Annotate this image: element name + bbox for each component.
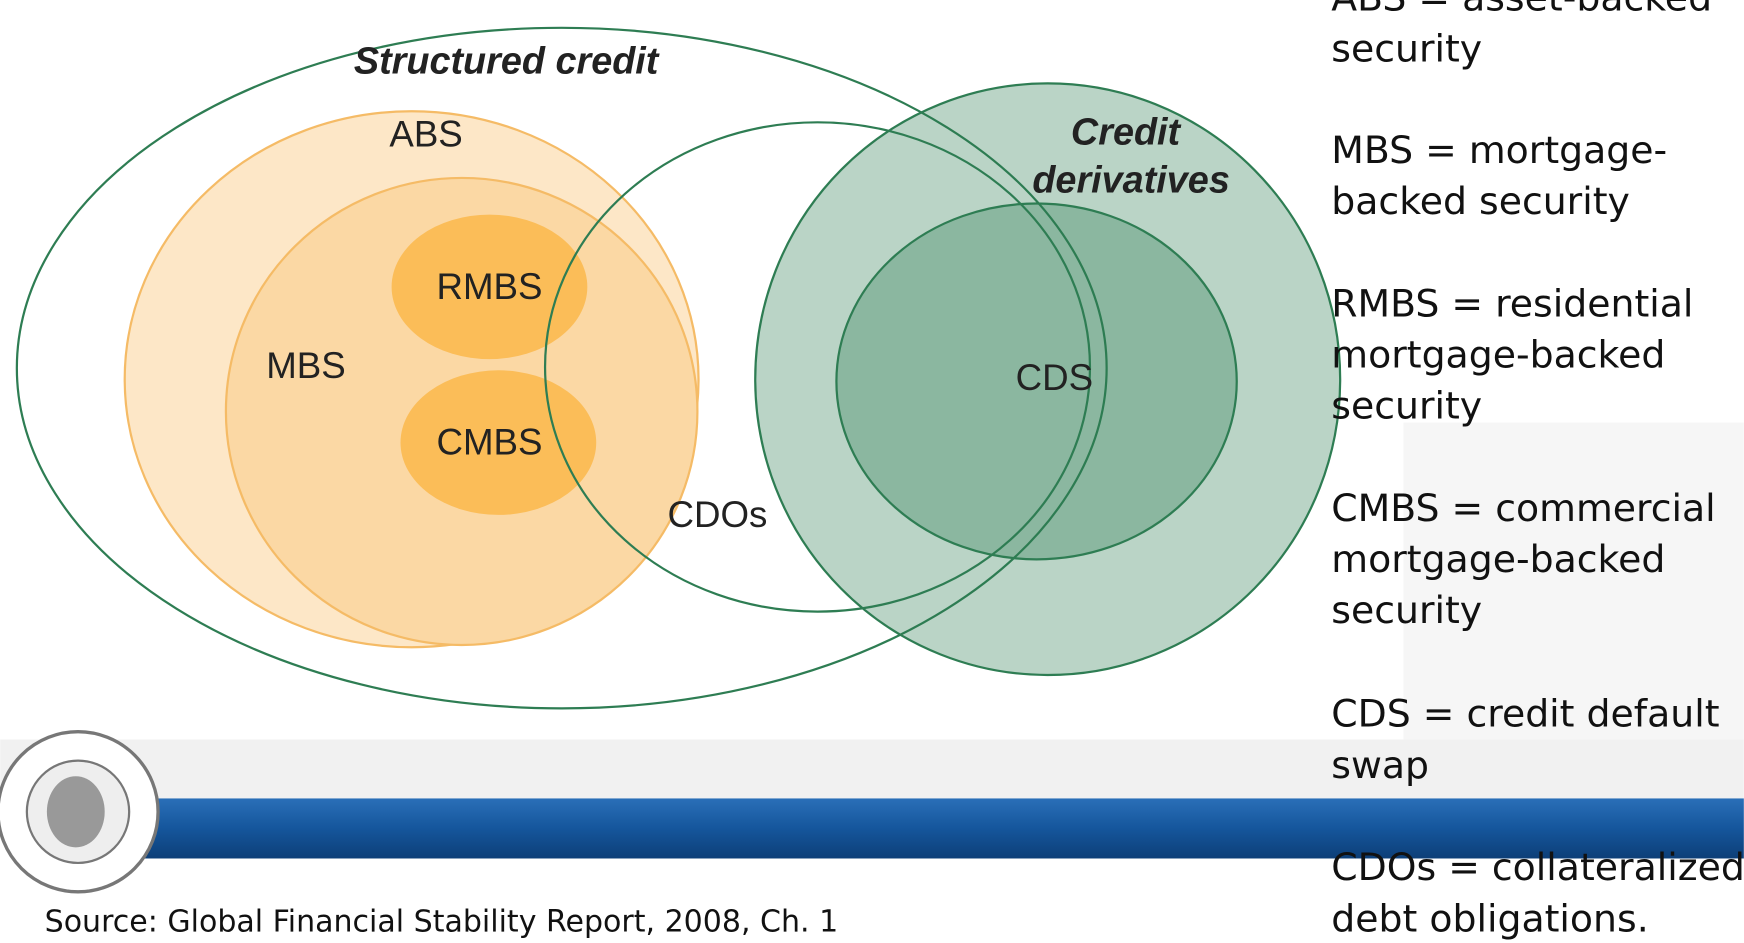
credit-derivatives-ellipse	[754, 82, 1342, 677]
structured-credit-ellipse	[15, 26, 1108, 710]
node-label: ABS	[389, 113, 462, 154]
cmbs-ellipse	[400, 370, 597, 515]
definition-line: RMBS = residential	[1331, 281, 1693, 325]
node-label: derivatives	[1032, 159, 1230, 201]
definitions: ABS = asset-backed security MBS = mortgage…	[1331, 0, 1744, 940]
node-label: CMBS	[436, 421, 542, 462]
logo	[0, 730, 160, 894]
definition-line: CMBS = commercial	[1331, 486, 1715, 530]
definition-line: debt obligations.	[1331, 896, 1648, 940]
side-shade	[1403, 422, 1744, 740]
footer-bar	[144, 798, 1744, 859]
title: Structured credit	[354, 40, 660, 82]
node-label: MBS	[266, 345, 346, 386]
node-label: RMBS	[436, 266, 542, 307]
footer-band	[0, 739, 1744, 799]
source: Source: Global Financial Stability Repor…	[45, 904, 839, 939]
definition-line: mortgage-backed	[1331, 537, 1665, 581]
definition-line: security	[1331, 27, 1482, 71]
node-label: CDS	[1016, 357, 1093, 398]
definition-line: swap	[1331, 743, 1429, 787]
rmbs-ellipse	[391, 214, 588, 360]
definition-line: security	[1331, 588, 1482, 632]
definition-line: ABS = asset-backed	[1331, 0, 1712, 20]
definition-line: security	[1331, 384, 1482, 428]
cdos-ellipse	[543, 121, 1092, 613]
node-label: Credit	[1071, 112, 1182, 154]
definition-line: CDS = credit default	[1331, 692, 1719, 736]
definition-line: backed security	[1331, 179, 1630, 223]
definition-line: CDOs = collateralized	[1331, 845, 1744, 889]
cds-ellipse	[835, 202, 1238, 561]
definition-line: mortgage-backed	[1331, 332, 1665, 376]
definition-line: MBS = mortgage-	[1331, 128, 1667, 172]
node-label: CDOs	[667, 494, 767, 535]
